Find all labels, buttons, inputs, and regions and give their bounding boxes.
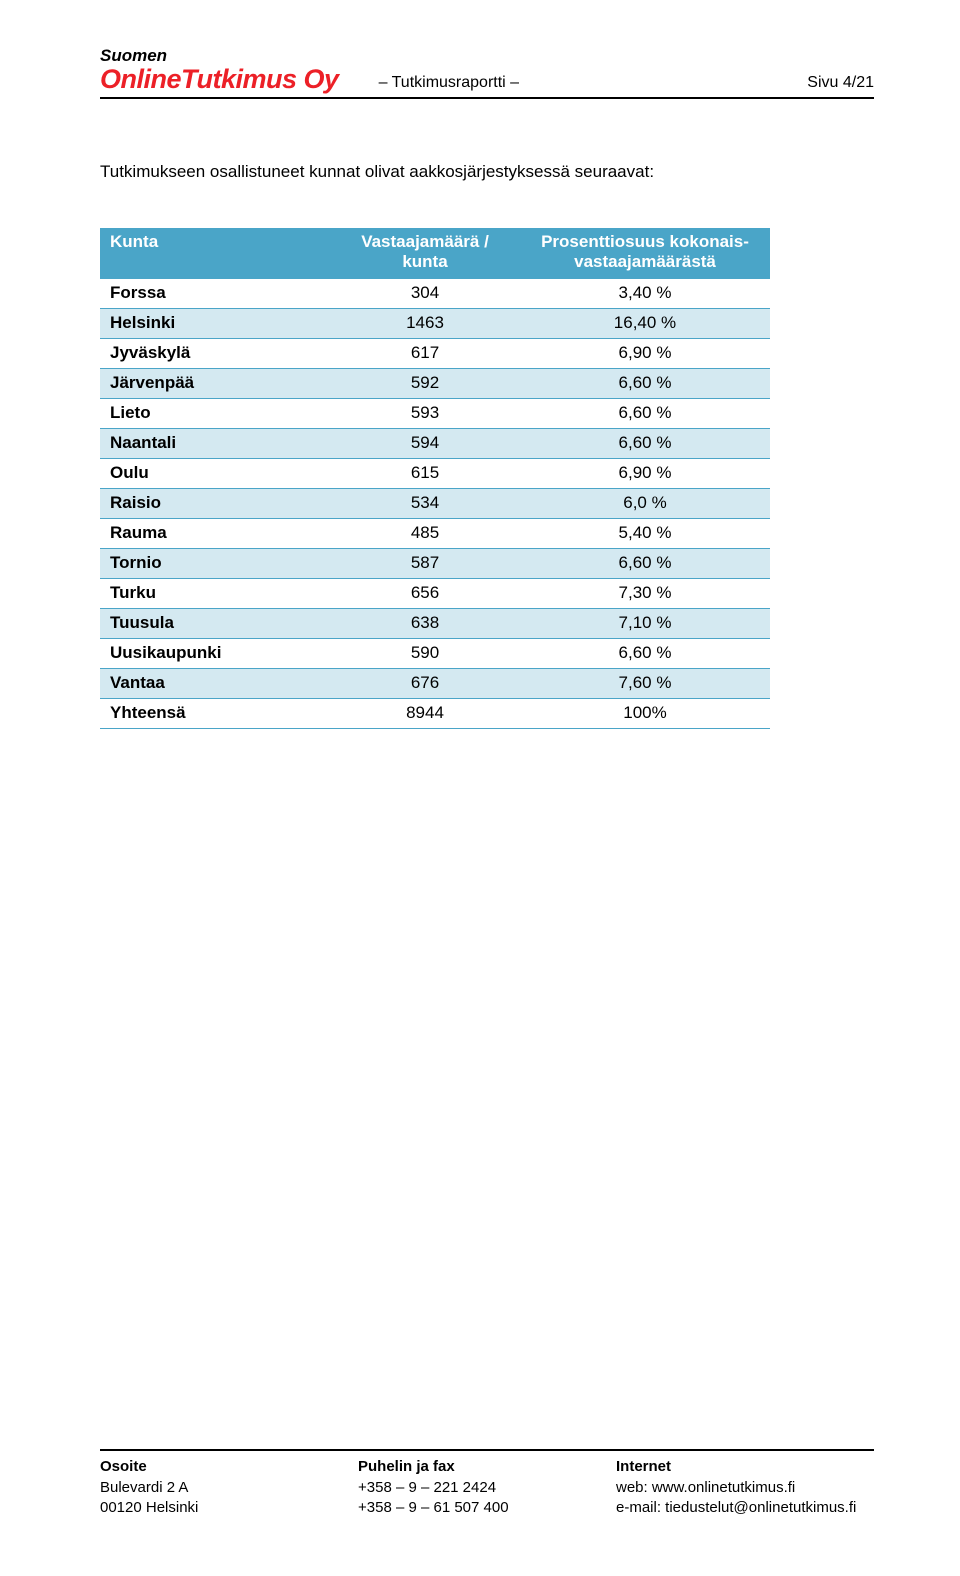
footer-col-address: Osoite Bulevardi 2 A 00120 Helsinki <box>100 1457 358 1518</box>
company-name: OnlineTutkimus Oy <box>100 64 339 95</box>
table-cell: 6,90 % <box>520 338 770 368</box>
table-cell: 6,60 % <box>520 638 770 668</box>
page-footer: Osoite Bulevardi 2 A 00120 Helsinki Puhe… <box>100 1449 874 1518</box>
table-row: Forssa3043,40 % <box>100 278 770 309</box>
table-cell: 7,10 % <box>520 608 770 638</box>
table-cell: 590 <box>330 638 520 668</box>
page: Suomen OnlineTutkimus Oy – Tutkimusrapor… <box>0 0 960 1576</box>
table-row: Tuusula6387,10 % <box>100 608 770 638</box>
table-cell: Tuusula <box>100 608 330 638</box>
table-cell: 615 <box>330 458 520 488</box>
table-cell: 587 <box>330 548 520 578</box>
header-row: OnlineTutkimus Oy – Tutkimusraportti – S… <box>100 64 874 99</box>
table-cell: Uusikaupunki <box>100 638 330 668</box>
table-cell: Tornio <box>100 548 330 578</box>
table-cell: 6,60 % <box>520 398 770 428</box>
footer-h: Internet <box>616 1457 874 1477</box>
table-cell: Helsinki <box>100 308 330 338</box>
th-kunta: Kunta <box>100 228 330 278</box>
table-body: Forssa3043,40 %Helsinki146316,40 %Jyväsk… <box>100 278 770 729</box>
footer-col-internet: Internet web: www.onlinetutkimus.fi e-ma… <box>616 1457 874 1518</box>
header-top: Suomen <box>100 46 874 66</box>
table-row: Jyväskylä6176,90 % <box>100 338 770 368</box>
table-cell: 5,40 % <box>520 518 770 548</box>
table-row: Vantaa6767,60 % <box>100 668 770 698</box>
footer-line: e-mail: tiedustelut@onlinetutkimus.fi <box>616 1498 874 1518</box>
footer-line: Bulevardi 2 A <box>100 1478 358 1498</box>
table-cell: Forssa <box>100 278 330 309</box>
table-cell: 594 <box>330 428 520 458</box>
table-cell: Vantaa <box>100 668 330 698</box>
table-cell: 7,60 % <box>520 668 770 698</box>
table-cell: 534 <box>330 488 520 518</box>
table-cell: 6,90 % <box>520 458 770 488</box>
table-cell: 617 <box>330 338 520 368</box>
table-cell: Oulu <box>100 458 330 488</box>
data-table: Kunta Vastaajamäärä / kunta Prosenttiosu… <box>100 228 770 729</box>
table-row: Oulu6156,90 % <box>100 458 770 488</box>
table-cell: Jyväskylä <box>100 338 330 368</box>
table-cell: Naantali <box>100 428 330 458</box>
table-cell: 676 <box>330 668 520 698</box>
table-cell: 100% <box>520 698 770 728</box>
intro-text: Tutkimukseen osallistuneet kunnat olivat… <box>100 161 874 184</box>
table-cell: 593 <box>330 398 520 428</box>
footer-line: +358 – 9 – 61 507 400 <box>358 1498 616 1518</box>
table-cell: Turku <box>100 578 330 608</box>
footer-h: Puhelin ja fax <box>358 1457 616 1477</box>
table-cell: 6,60 % <box>520 428 770 458</box>
page-header: Suomen OnlineTutkimus Oy – Tutkimusrapor… <box>100 46 874 99</box>
table-cell: Yhteensä <box>100 698 330 728</box>
th-maara: Vastaajamäärä / kunta <box>330 228 520 278</box>
table-row: Rauma4855,40 % <box>100 518 770 548</box>
table-row: Tornio5876,60 % <box>100 548 770 578</box>
table-row: Yhteensä8944100% <box>100 698 770 728</box>
table-cell: 1463 <box>330 308 520 338</box>
table-row: Helsinki146316,40 % <box>100 308 770 338</box>
table-cell: 3,40 % <box>520 278 770 309</box>
footer-line: +358 – 9 – 221 2424 <box>358 1478 616 1498</box>
footer-col-phone: Puhelin ja fax +358 – 9 – 221 2424 +358 … <box>358 1457 616 1518</box>
table-cell: 6,60 % <box>520 368 770 398</box>
table-cell: Lieto <box>100 398 330 428</box>
table-cell: 6,60 % <box>520 548 770 578</box>
table-cell: 638 <box>330 608 520 638</box>
table-cell: 16,40 % <box>520 308 770 338</box>
page-number: Sivu 4/21 <box>807 74 874 95</box>
table-cell: Järvenpää <box>100 368 330 398</box>
table-row: Uusikaupunki5906,60 % <box>100 638 770 668</box>
table-cell: 8944 <box>330 698 520 728</box>
table-row: Turku6567,30 % <box>100 578 770 608</box>
table-cell: 485 <box>330 518 520 548</box>
table-cell: 6,0 % <box>520 488 770 518</box>
table-cell: Raisio <box>100 488 330 518</box>
table-row: Naantali5946,60 % <box>100 428 770 458</box>
table-cell: Rauma <box>100 518 330 548</box>
footer-h: Osoite <box>100 1457 358 1477</box>
table-cell: 304 <box>330 278 520 309</box>
footer-line: 00120 Helsinki <box>100 1498 358 1518</box>
table-cell: 592 <box>330 368 520 398</box>
table-row: Raisio5346,0 % <box>100 488 770 518</box>
table-cell: 656 <box>330 578 520 608</box>
table-row: Järvenpää5926,60 % <box>100 368 770 398</box>
table-row: Lieto5936,60 % <box>100 398 770 428</box>
th-pros: Prosenttiosuus kokonais-vastaajamäärästä <box>520 228 770 278</box>
header-center: – Tutkimusraportti – <box>339 74 808 95</box>
table-cell: 7,30 % <box>520 578 770 608</box>
footer-line: web: www.onlinetutkimus.fi <box>616 1478 874 1498</box>
